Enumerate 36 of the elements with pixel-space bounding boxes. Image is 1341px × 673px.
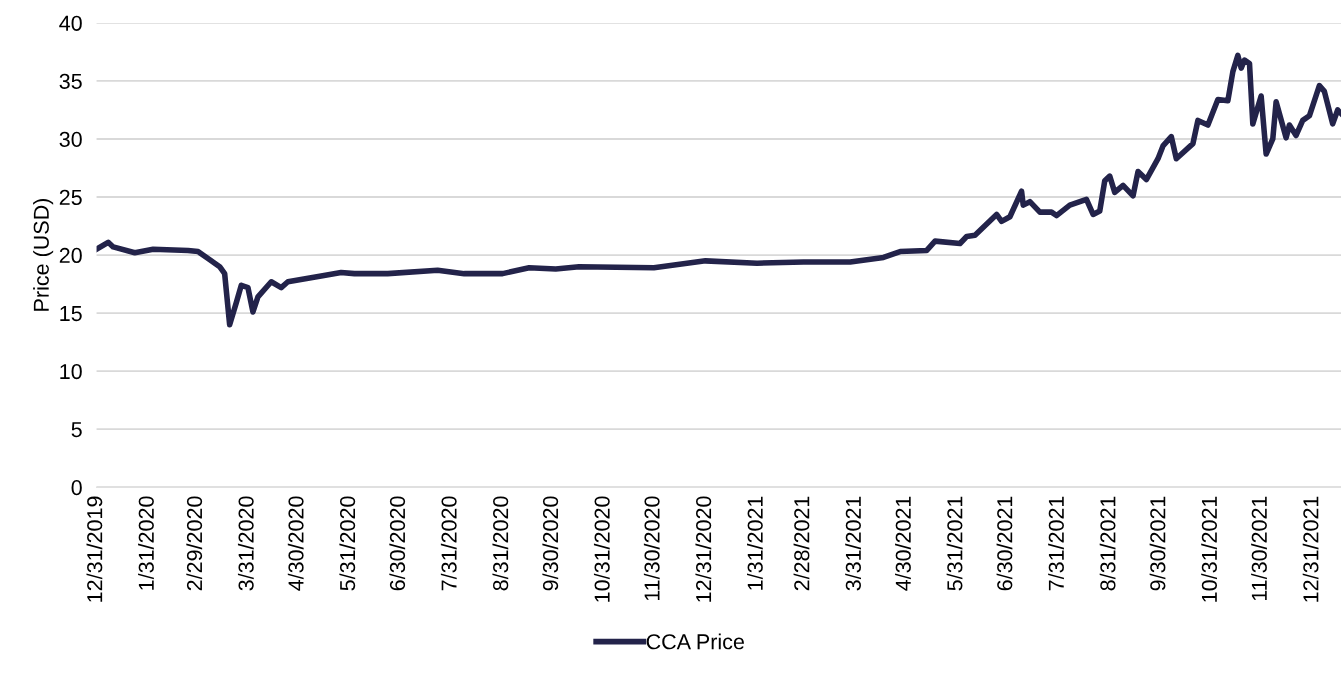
x-tick-label: 12/31/2020 bbox=[695, 496, 712, 602]
x-tick-label: 4/30/2021 bbox=[895, 496, 911, 591]
x-tick-label: 3/31/2020 bbox=[237, 496, 254, 591]
x-tick-label: 10/31/2020 bbox=[593, 496, 610, 602]
y-tick-label: 10 bbox=[60, 363, 82, 380]
x-tick-label: 1/31/2020 bbox=[138, 496, 154, 590]
x-tick-label: 2/29/2020 bbox=[186, 496, 203, 591]
y-tick-label: 40 bbox=[59, 15, 82, 31]
x-tick-label: 12/31/2019 bbox=[86, 496, 103, 602]
x-tick-label: 10/31/2021 bbox=[1201, 496, 1218, 602]
y-tick-label: 25 bbox=[59, 189, 82, 206]
x-tick-label: 2/28/2021 bbox=[793, 496, 810, 591]
y-tick-label: 20 bbox=[59, 247, 82, 264]
x-tick-label: 6/30/2021 bbox=[996, 496, 1013, 591]
x-tick-label: 12/31/2021 bbox=[1302, 496, 1319, 602]
x-tick-label: 7/31/2021 bbox=[1048, 496, 1064, 591]
x-tick-label: 6/30/2020 bbox=[389, 496, 406, 591]
x-tick-label: 9/30/2021 bbox=[1149, 496, 1166, 591]
x-tick-label: 5/31/2020 bbox=[339, 496, 356, 591]
y-tick-label: 5 bbox=[71, 422, 82, 438]
x-tick-label: 8/31/2020 bbox=[492, 496, 509, 591]
x-tick-label: 9/30/2020 bbox=[542, 496, 559, 591]
x-tick-label: 1/31/2021 bbox=[747, 496, 763, 590]
x-tick-label: 3/31/2021 bbox=[845, 496, 861, 591]
legend-label: CCA Price bbox=[646, 633, 744, 650]
x-tick-label: 11/30/2021 bbox=[1251, 496, 1267, 601]
x-tick-label: 5/31/2021 bbox=[946, 496, 963, 591]
x-tick-label: 7/31/2020 bbox=[440, 496, 457, 591]
y-tick-label: 0 bbox=[71, 480, 82, 496]
y-tick-label: 15 bbox=[60, 306, 82, 322]
x-tick-label: 11/30/2020 bbox=[643, 496, 660, 601]
x-tick-label: 4/30/2020 bbox=[287, 496, 304, 591]
y-axis-title: Price (USD) bbox=[33, 198, 54, 311]
y-tick-label: 35 bbox=[59, 73, 82, 89]
y-tick-label: 30 bbox=[59, 131, 82, 147]
x-tick-label: 8/31/2021 bbox=[1099, 496, 1116, 591]
